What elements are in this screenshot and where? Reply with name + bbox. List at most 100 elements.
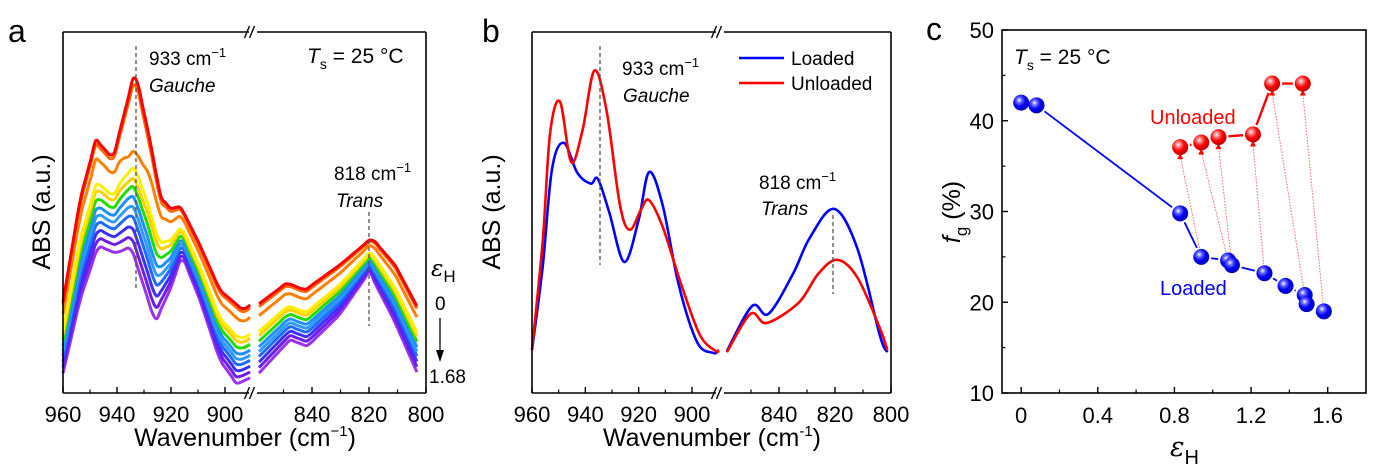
panel-b-axis-break-mark — [715, 386, 723, 400]
panel-c-pairing-connector — [1252, 143, 1265, 274]
panel-a-strain-label: εH — [431, 256, 456, 286]
panel-b-axes — [531, 25, 892, 400]
panel-a-trans-label: Trans — [336, 191, 384, 212]
panel-a-spectrum-right — [258, 238, 419, 307]
panel-c-loaded-point — [1193, 248, 1210, 265]
panel-c-loaded-point — [1277, 277, 1294, 294]
panel-c-unloaded-point — [1264, 75, 1281, 92]
panel-c-ticks: 0 0.4 0.8 1.2 1.6 10 20 30 40 50 — [970, 18, 1343, 428]
panel-c-y-axis-title: fg (%) — [938, 181, 971, 243]
panel-c-y-tick-label: 30 — [970, 200, 994, 225]
panel-b-x-tick-label: 900 — [674, 402, 711, 427]
panel-c-loaded-segment — [1294, 289, 1297, 292]
panel-c-loaded-point — [1172, 205, 1189, 222]
panel-a-spectrum-left — [61, 149, 251, 323]
panel-b-legend: Loaded Unloaded — [739, 49, 872, 95]
panel-a-y-axis-title: ABS (a.u.) — [28, 154, 56, 269]
panel-b-x-tick-label: 960 — [514, 402, 551, 427]
panel-b-unloaded-spectrum-left — [530, 69, 720, 354]
panel-c-loaded-segment — [1043, 110, 1173, 209]
panel-a-spectrum-left — [61, 76, 252, 311]
panel-a-spectrum-left — [61, 185, 251, 350]
panel-a-spectrum-right — [257, 260, 419, 353]
legend-unloaded-label: Unloaded — [791, 74, 872, 95]
panel-a-spectrum-left — [61, 166, 251, 340]
panel-a-spectrum-left — [61, 225, 251, 373]
panel-c-unloaded-point — [1193, 134, 1210, 151]
panel-c-x-tick-label: 0.4 — [1082, 403, 1113, 428]
panel-b-axis-break-mark — [710, 25, 718, 39]
panel-a-spectrum-left — [61, 236, 251, 379]
panel-b-gauche-wavenumber: 933 cm−1 — [622, 55, 699, 80]
panel-b-x-tick-label: 840 — [761, 402, 798, 427]
panel-c-unloaded-point — [1210, 129, 1227, 146]
panel-a-spectrum-left — [61, 177, 251, 344]
panel-c-connector-arrowhead-icon — [1198, 148, 1205, 155]
panel-c-pairing-connector — [1179, 155, 1202, 257]
panel-c-loaded-point — [1256, 265, 1273, 282]
panel-a-gauche-wavenumber: 933 cm−1 — [149, 45, 226, 70]
panel-c-loaded-segment — [1211, 257, 1219, 261]
panel-c-series-lines — [1043, 82, 1297, 292]
panel-c-temperature: Ts = 25 °C — [1014, 46, 1111, 73]
panel-b-x-axis-title: Wavenumber (cm-1) — [603, 423, 821, 452]
panel-c-loaded-segment — [1272, 277, 1278, 282]
panel-a-x-tick-label: 840 — [294, 402, 331, 427]
panel-c-loaded-label: Loaded — [1160, 278, 1227, 300]
panel-c: c 0 0.4 0.8 1.2 1.6 10 20 30 40 50 Ts = 25 °C Unl… — [926, 11, 1367, 469]
panel-a-axis-break-mark — [243, 25, 251, 39]
panel-a-spectrum-right — [258, 244, 419, 318]
panel-b-x-ticks: 960 940 920 900 840 820 800 — [514, 387, 910, 427]
panel-a-x-tick-label: 820 — [351, 402, 388, 427]
panel-c-unloaded-label: Unloaded — [1150, 107, 1236, 129]
panel-a-arrow-head-icon — [436, 350, 444, 362]
panel-a-x-ticks: 960 940 920 900 840 820 800 — [45, 387, 444, 427]
panel-c-loaded-point — [1223, 257, 1240, 274]
panel-c-y-tick-label: 40 — [970, 109, 994, 134]
panel-c-x-tick-label: 1.2 — [1236, 403, 1267, 428]
panel-b-axis-break-mark — [715, 25, 723, 39]
panel-c-unloaded-point — [1294, 75, 1311, 92]
panel-c-x-tick-label: 0.8 — [1159, 403, 1190, 428]
panel-c-loaded-point — [1298, 296, 1315, 313]
panel-b-letter: b — [482, 13, 500, 49]
panel-a-axis-break-mark — [243, 386, 251, 400]
panel-c-pairing-connector — [1302, 92, 1325, 312]
panel-a-spectrum-left — [61, 245, 251, 385]
panel-b-x-tick-label: 800 — [873, 402, 910, 427]
panel-a-spectrum-right — [257, 265, 419, 364]
panel-a-x-axis-title: Wavenumber (cm−1) — [134, 423, 356, 452]
panel-a-strain-end: 1.68 — [429, 367, 466, 388]
panel-a-x-tick-label: 960 — [45, 402, 82, 427]
panel-c-connector-arrowhead-icon — [1215, 143, 1222, 150]
panel-b-gauche-label: Gauche — [623, 86, 690, 107]
panel-b-spectra — [530, 69, 889, 355]
panel-a-spectrum-right — [258, 253, 419, 338]
panel-c-pairing-connector — [1271, 92, 1306, 296]
panel-a-spectrum-left — [61, 214, 251, 367]
panel-a-spectrum-right — [257, 258, 419, 348]
panel-b-x-tick-label: 940 — [567, 402, 604, 427]
panel-c-letter: c — [926, 11, 942, 47]
panel-c-y-tick-label: 10 — [970, 381, 994, 406]
panel-c-loaded-point — [1013, 94, 1030, 111]
panel-b-trans-label: Trans — [761, 199, 809, 220]
panel-c-loaded-segment — [1183, 221, 1198, 249]
panel-c-y-tick-label: 20 — [970, 290, 994, 315]
panel-c-x-axis-title: εH — [1170, 432, 1199, 469]
panel-b-x-tick-label: 920 — [620, 402, 657, 427]
panel-b-loaded-spectrum-left — [530, 141, 719, 355]
panel-a-axis-break-mark — [248, 386, 256, 400]
panel-c-y-tick-label: 50 — [970, 18, 994, 43]
panel-c-pairing-connector — [1200, 151, 1229, 261]
panel-c-loaded-segment — [1241, 266, 1255, 272]
panel-a-spectra — [61, 76, 419, 385]
panel-c-x-tick-label: 1.6 — [1312, 403, 1343, 428]
panel-c-x-tick-label: 0 — [1015, 403, 1027, 428]
panel-c-unloaded-point — [1172, 139, 1189, 156]
panel-c-connector-arrowhead-icon — [1177, 153, 1184, 160]
panel-c-loaded-point — [1315, 303, 1332, 320]
panel-c-connector-arrowhead-icon — [1269, 89, 1276, 96]
panel-a-spectrum-right — [257, 263, 419, 358]
